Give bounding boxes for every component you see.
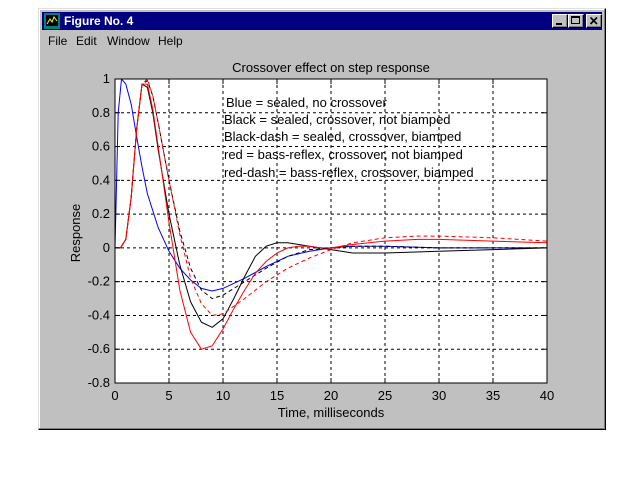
y-tick-label: 0.8 [92, 105, 110, 120]
annotation-line: red-dash = bass-reflex, crossover, biamp… [224, 165, 474, 180]
y-tick-label: 0.2 [92, 206, 110, 221]
figure-area: 0 5 10 15 20 25 30 35 40 1 0.8 0.6 0.4 0.2 0 -0.2 -0.4 -0… [42, 51, 602, 427]
x-tick-label: 10 [216, 388, 230, 403]
y-axis-label: Response [68, 204, 83, 263]
menu-bar: File Edit Window Help [42, 31, 602, 50]
y-tick-label: -0.2 [88, 274, 110, 289]
annotation-line: Black-dash = sealed, crossover, biamped [224, 129, 461, 144]
ticks: 0 5 10 15 20 25 30 35 40 1 0.8 0.6 0.4 0.2 0 -0.2 -0.4 -0… [88, 71, 555, 403]
annotation-line: red = bass-reflex, crossover, not biampe… [224, 147, 463, 162]
x-axis-label: Time, milliseconds [278, 405, 385, 420]
minimize-icon [556, 23, 562, 25]
series-line-3 [115, 79, 547, 300]
figure-app-icon[interactable] [44, 13, 60, 29]
y-tick-label: 0.4 [92, 172, 110, 187]
close-button[interactable] [586, 14, 602, 28]
x-tick-label: 35 [486, 388, 500, 403]
series-line-5 [115, 79, 547, 316]
close-icon [589, 16, 598, 25]
x-tick-label: 0 [111, 388, 118, 403]
minimize-button[interactable] [552, 14, 568, 28]
menu-file[interactable]: File [48, 34, 68, 48]
y-tick-label: -0.4 [88, 307, 110, 322]
x-tick-label: 40 [540, 388, 554, 403]
x-tick-label: 25 [378, 388, 392, 403]
x-tick-label: 20 [324, 388, 338, 403]
menu-help[interactable]: Help [158, 34, 183, 48]
step-response-chart: 0 5 10 15 20 25 30 35 40 1 0.8 0.6 0.4 0.2 0 -0.2 -0.4 -0… [68, 60, 555, 420]
maximize-icon [571, 16, 580, 24]
annotation-line: Black = sealed, crossover, not biamped [224, 112, 451, 127]
y-tick-label: -0.8 [88, 375, 110, 390]
y-tick-label: 1 [103, 71, 110, 86]
title-bar[interactable]: Figure No. 4 [42, 12, 602, 30]
chart-title: Crossover effect on step response [232, 60, 430, 75]
window-title: Figure No. 4 [64, 14, 134, 28]
annotation-line: Blue = sealed, no crossover [226, 95, 387, 110]
menu-window[interactable]: Window [107, 34, 150, 48]
menu-edit[interactable]: Edit [76, 34, 97, 48]
x-tick-label: 30 [432, 388, 446, 403]
y-tick-label: 0 [103, 240, 110, 255]
x-tick-label: 5 [165, 388, 172, 403]
y-tick-label: -0.6 [88, 341, 110, 356]
y-tick-label: 0.6 [92, 139, 110, 154]
series-lines [115, 79, 547, 350]
maximize-button[interactable] [568, 14, 584, 28]
legend-annotations: Blue = sealed, no crossover Black = seal… [224, 95, 474, 180]
x-tick-label: 15 [270, 388, 284, 403]
figure-window: Figure No. 4 File Edit Window Help [38, 8, 606, 430]
